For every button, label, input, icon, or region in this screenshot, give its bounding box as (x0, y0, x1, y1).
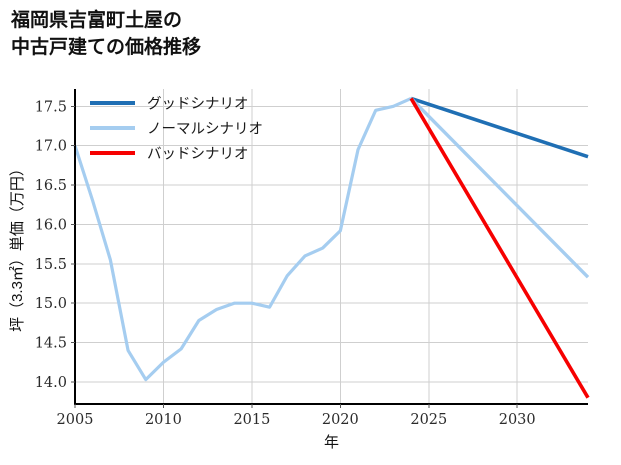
legend-label-2: バッドシナリオ (147, 147, 249, 163)
x-axis-title: 年 (324, 434, 339, 451)
series-group (73, 96, 590, 399)
series-line-0 (73, 96, 412, 382)
x-tick-label: 2020 (322, 412, 359, 428)
y-tick-label: 15.5 (35, 257, 67, 273)
y-tick-label: 16.5 (35, 178, 67, 194)
x-tick-label: 2005 (57, 412, 94, 428)
y-tick-label: 16.0 (35, 217, 67, 233)
y-tick-label: 17.0 (35, 139, 67, 155)
y-axis-title: 坪（3.3㎡）単価（万円） (9, 161, 26, 332)
grid-lines (74, 89, 588, 404)
legend-label-0: グッドシナリオ (147, 96, 249, 113)
y-tick-label: 14.0 (35, 375, 67, 391)
y-tick-label: 15.0 (35, 296, 67, 312)
series-line-3 (409, 97, 590, 399)
axis-spines (73, 89, 588, 406)
page-title: 福岡県吉富町土屋の 中古戸建ての価格推移 (11, 10, 202, 58)
legend-label-1: ノーマルシナリオ (147, 122, 263, 138)
x-tick-label: 2015 (233, 412, 270, 428)
y-tick-label: 14.5 (35, 336, 67, 352)
series-line-1 (410, 96, 589, 159)
x-tick-label: 2025 (410, 412, 447, 428)
series-line-2 (409, 97, 590, 279)
y-axis-ticks: 14.0 14.5 15.0 15.5 16.0 16.5 17.0 17.5 (35, 99, 75, 391)
x-axis-ticks: 2005 2010 2015 2020 2025 2030 (57, 404, 536, 428)
x-tick-label: 2010 (145, 412, 182, 428)
x-tick-label: 2030 (499, 412, 536, 428)
y-tick-label: 17.5 (35, 99, 67, 115)
